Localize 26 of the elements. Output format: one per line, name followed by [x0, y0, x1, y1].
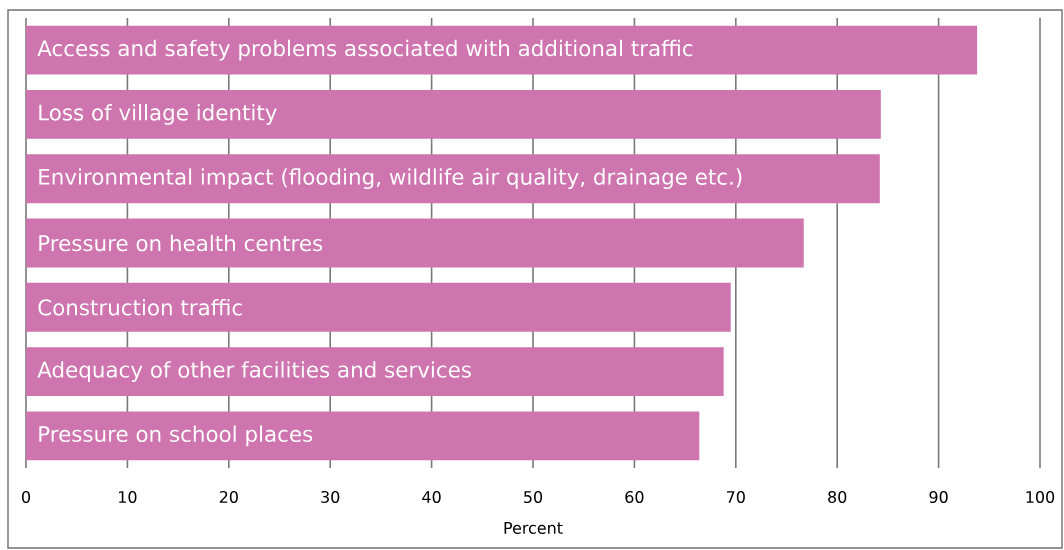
bar — [26, 25, 978, 75]
bar — [26, 218, 804, 268]
x-tick-label: 100 — [1026, 490, 1055, 504]
x-tick-label: 90 — [929, 490, 948, 504]
bar — [26, 411, 700, 461]
y-tick-label: Pressure on school places — [39, 425, 313, 447]
x-tick-label: 70 — [726, 490, 745, 504]
bar — [26, 347, 724, 396]
bar — [26, 154, 880, 204]
y-tick-label: Pressure on health centres — [39, 234, 323, 252]
x-tick-label: 20 — [219, 490, 238, 504]
x-axis-title: Percent — [504, 522, 563, 534]
y-tick-label: Loss of village identity — [39, 104, 277, 125]
x-tick-label: 50 — [524, 490, 543, 504]
y-tick-label: Access and safety problems associated with additional traffic — [37, 39, 693, 61]
x-tick-label: 80 — [828, 490, 847, 504]
x-tick-label: 40 — [422, 490, 441, 504]
bar — [26, 282, 731, 332]
bar — [26, 89, 881, 139]
x-tick-label: 30 — [321, 490, 340, 504]
y-tick-label: Environmental impact (flooding, wildlife air quality, drainage etc.) — [39, 168, 742, 190]
x-tick-label: 0 — [21, 490, 31, 504]
x-tick-label: 10 — [119, 490, 137, 504]
x-tick-label: 60 — [625, 490, 644, 504]
y-tick-label: Adequacy of other facilities and services — [37, 361, 471, 382]
y-tick-label: Construction traffic — [38, 298, 242, 316]
